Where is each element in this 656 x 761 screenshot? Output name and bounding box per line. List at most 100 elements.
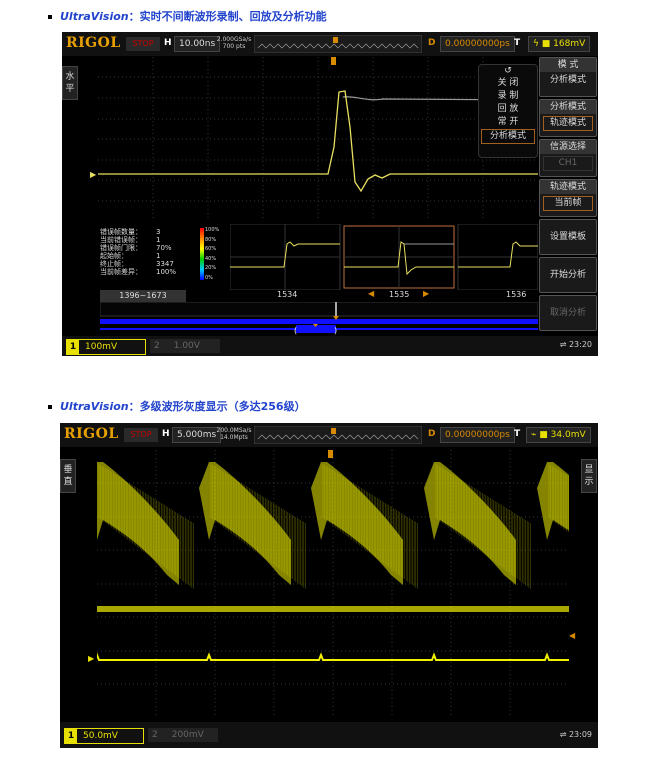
ch1-number: 1 <box>65 729 77 743</box>
menu-source[interactable]: 信源选择 CH1 <box>539 139 597 177</box>
persistence-hatch <box>191 522 530 588</box>
delay-value[interactable]: 0.00000000ps <box>440 36 515 52</box>
persistence-hatch <box>167 507 506 570</box>
timebase-value[interactable]: 10.00ns <box>174 36 221 52</box>
memory-depth: 700 pts <box>222 43 246 50</box>
persistence-hatch <box>157 501 496 563</box>
section-heading-2: UltraVision：多级波形灰度显示（多达256级） <box>48 398 306 414</box>
stat-value: 70% <box>156 244 172 252</box>
heading-brand: UltraVision <box>60 10 129 23</box>
menu-set-template[interactable]: 设置模板 <box>539 219 597 255</box>
frame-label-current: 1535 <box>389 290 410 299</box>
heading-brand: UltraVision <box>60 400 129 413</box>
trigger-edge-icon: ϟ ■ <box>533 39 554 49</box>
trigger-label: T <box>514 429 521 439</box>
run-stop-indicator[interactable]: STOP <box>126 37 160 51</box>
persistence-hatch <box>159 502 498 564</box>
persistence-hatch <box>145 493 483 553</box>
frame-thumbnail-1536[interactable] <box>457 224 538 290</box>
horizontal-tab[interactable]: 水平 <box>62 66 78 100</box>
menu-value: CH1 <box>543 156 593 171</box>
top-status-bar: RIGOL STOP H 10.00ns 2.000GSa/s 700 pts D… <box>62 32 598 56</box>
timebase-value[interactable]: 5.000ms <box>172 427 222 443</box>
delay-value[interactable]: 0.00000000ps <box>440 427 515 443</box>
next-frame-icon[interactable]: ▶ <box>423 289 430 298</box>
popup-item-record[interactable]: 录 制 <box>497 91 519 101</box>
persistence-hatch <box>161 503 499 565</box>
persistence-hatch <box>186 519 525 584</box>
sample-info: 2.000GSa/s 700 pts <box>216 36 252 50</box>
baseline-trace <box>97 652 569 661</box>
persistence-hatch <box>137 488 475 547</box>
persistence-hatch <box>175 512 514 576</box>
analysis-stats: 错误帧数量： 3 当前错误帧： 1 错误帧门限： 70% 起始帧： 1 终止帧： 3347… <box>100 228 176 276</box>
menu-analysis-mode[interactable]: 分析模式 轨迹模式 <box>539 99 597 137</box>
persistence-hatch <box>98 464 550 518</box>
stat-value: 1 <box>156 236 161 244</box>
trigger-level-box[interactable]: ϟ ■ 168mV <box>528 36 591 52</box>
persistence-hatch <box>105 468 556 523</box>
trigger-label: T <box>514 38 521 48</box>
waveform-grid <box>98 57 538 221</box>
trigger-level: 34.0mV <box>550 430 586 440</box>
persistence-hatch <box>125 481 464 539</box>
menu-trace-mode[interactable]: 轨迹模式 当前帧 <box>539 179 597 217</box>
sample-rate: 200.0MSa/s <box>216 427 252 434</box>
ch1-status[interactable]: 1 50.0mV <box>64 728 144 744</box>
trigger-level: 168mV <box>553 39 586 49</box>
ch2-status[interactable]: 2 1.00V <box>150 339 220 353</box>
menu-title: 分析模式 <box>540 100 596 114</box>
persistence-hatch <box>183 517 522 582</box>
menu-cancel-analysis[interactable]: 取消分析 <box>539 295 597 331</box>
popup-item-close[interactable]: 关 闭 <box>497 78 519 88</box>
vertical-tab[interactable]: 垂直 <box>60 459 76 493</box>
popup-item-analysis-mode[interactable]: 分析模式 <box>481 129 535 144</box>
persistence-hatch <box>170 509 509 572</box>
persistence-hatch <box>153 498 491 559</box>
persistence-hatch <box>100 465 551 520</box>
persistence-hatch <box>119 477 458 534</box>
persistence-hatch <box>189 521 528 587</box>
scale-label: 100% <box>205 227 220 233</box>
persistence-hatch <box>106 469 558 524</box>
trigger-level-box[interactable]: ⌁ ■ 34.0mV <box>526 427 591 443</box>
prev-frame-icon[interactable]: ◀ <box>368 289 375 298</box>
frame-thumbnail-1535[interactable] <box>343 225 455 289</box>
svg-text:(: ( <box>294 326 297 335</box>
persistence-hatch <box>116 475 567 532</box>
persistence-hatch <box>130 484 469 542</box>
persistence-hatch <box>156 500 494 562</box>
ch2-status[interactable]: 2 200mV <box>148 728 218 742</box>
menu-start-analysis[interactable]: 开始分析 <box>539 257 597 293</box>
delay-label: D <box>428 38 436 48</box>
run-stop-indicator[interactable]: STOP <box>124 428 158 442</box>
persistence-hatch <box>101 466 553 521</box>
frame-thumbnail-1534[interactable] <box>230 224 341 290</box>
persistence-hatch <box>148 495 486 556</box>
ch1-ground-marker: ▶ <box>90 170 97 179</box>
display-tab[interactable]: 显示 <box>581 459 597 493</box>
persistence-hatch <box>178 514 517 578</box>
ch1-status[interactable]: 1 100mV <box>66 339 146 355</box>
back-icon[interactable]: ↺ <box>504 66 512 76</box>
frame-navigation-bars[interactable]: () <box>100 302 538 336</box>
sample-info: 200.0MSa/s 14.0Mpts <box>216 427 252 441</box>
ch1-scale: 50.0mV <box>83 731 118 741</box>
horizontal-label: H <box>162 429 170 439</box>
usb-icon: ⇌ <box>559 730 569 739</box>
oscilloscope-screen-recording: RIGOL STOP H 10.00ns 2.000GSa/s 700 pts D… <box>62 32 598 356</box>
stat-value: 100% <box>156 268 177 276</box>
ch2-scale: 200mV <box>171 730 204 740</box>
persistence-band <box>97 606 569 612</box>
trigger-position-marker <box>331 57 336 65</box>
popup-item-always-on[interactable]: 常 开 <box>497 117 519 127</box>
color-scale-labels: 100% 80% 60% 40% 20% 0% <box>205 226 219 283</box>
sample-rate: 2.000GSa/s <box>216 36 252 43</box>
channel-status-bar: 1 50.0mV 2 200mV ⇌ 23:09 <box>60 722 598 748</box>
popup-item-playback[interactable]: 回 放 <box>497 104 519 114</box>
persistence-hatch <box>114 474 566 530</box>
stat-value: 3 <box>156 228 161 236</box>
usb-icon: ⇌ <box>559 340 569 349</box>
ch1-ground-marker: ▶ <box>88 654 95 663</box>
menu-mode[interactable]: 模 式分析模式 <box>539 57 597 97</box>
